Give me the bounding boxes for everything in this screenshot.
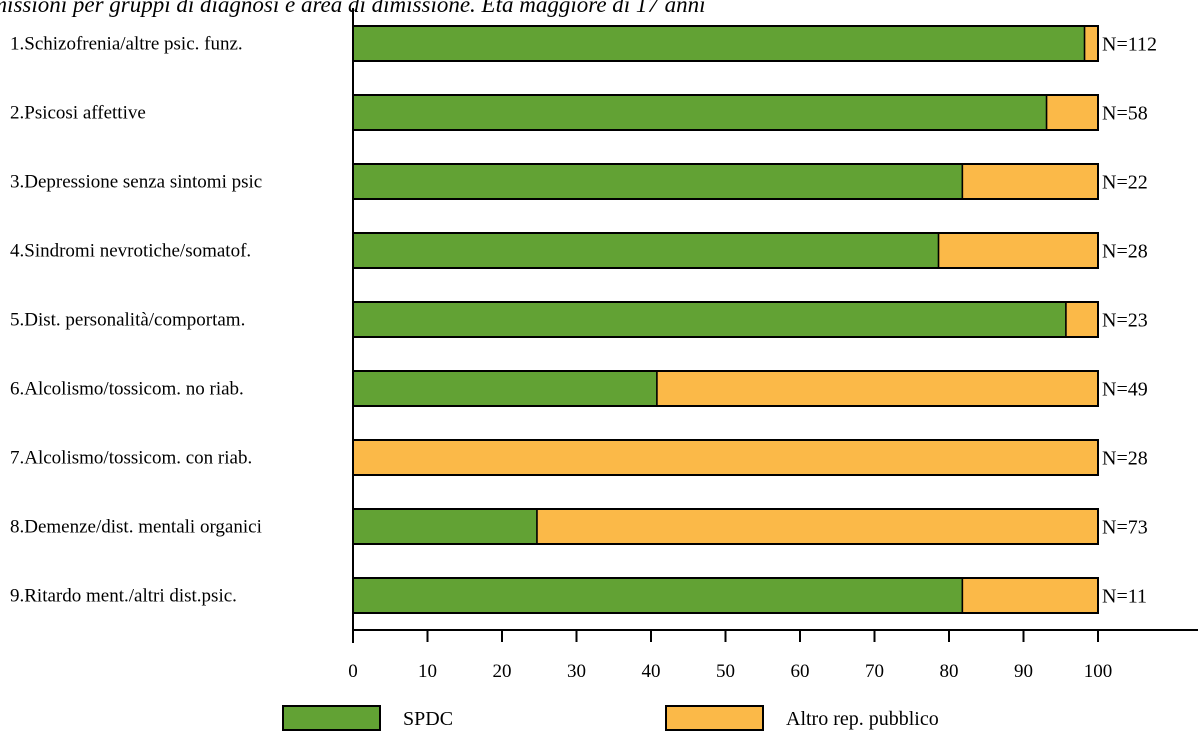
legend-swatch-altro [665,705,764,731]
bar-segment-spdc-8 [352,508,538,545]
category-label-7: 7.Alcolismo/tossicom. con riab. [10,448,252,469]
x-tick-label-7: 70 [865,661,884,682]
x-tick-label-5: 50 [716,661,735,682]
bar-segment-altro-2 [1045,94,1099,131]
n-label-9: N=11 [1102,586,1147,608]
x-tick-label-9: 90 [1014,661,1033,682]
bar-segment-spdc-9 [352,577,964,614]
bars-group [352,25,1099,614]
x-tick-label-6: 60 [791,661,810,682]
n-label-8: N=73 [1102,517,1148,539]
bar-segment-spdc-6 [352,370,658,407]
bar-segment-altro-8 [536,508,1099,545]
bar-segment-altro-5 [1065,301,1099,338]
bar-segment-altro-7 [352,439,1099,476]
bar-segment-spdc-3 [352,163,964,200]
n-labels: N=112 N=58 N=22 N=28 N=23 N=49 N=28 N=73 N=11 [1102,34,1157,608]
legend-swatch-spdc [282,705,381,731]
category-label-8: 8.Demenze/dist. mentali organici [10,517,262,538]
x-tick-label-1: 10 [418,661,437,682]
category-label-2: 2.Psicosi affettive [10,103,146,124]
category-labels: 1.Schizofrenia/altre psic. funz. 2.Psicos… [10,34,262,607]
bar-segment-altro-4 [937,232,1099,269]
x-tick-label-0: 0 [348,661,358,682]
x-tick-label-8: 80 [940,661,959,682]
n-label-6: N=49 [1102,379,1148,401]
category-label-1: 1.Schizofrenia/altre psic. funz. [10,34,243,55]
n-label-2: N=58 [1102,103,1148,125]
category-label-9: 9.Ritardo ment./altri dist.psic. [10,586,237,607]
bar-segment-altro-6 [656,370,1099,407]
n-label-7: N=28 [1102,448,1148,470]
n-label-1: N=112 [1102,34,1157,56]
bar-segment-altro-9 [961,577,1099,614]
bar-segment-spdc-2 [352,94,1048,131]
x-tick-label-10: 100 [1084,661,1113,682]
bar-segment-spdc-1 [352,25,1086,62]
bar-segment-spdc-4 [352,232,940,269]
n-label-3: N=22 [1102,172,1148,194]
category-label-4: 4.Sindromi nevrotiche/somatof. [10,241,251,262]
bar-segment-altro-1 [1083,25,1099,62]
n-label-4: N=28 [1102,241,1148,263]
category-label-5: 5.Dist. personalità/comportam. [10,310,245,331]
n-label-5: N=23 [1102,310,1148,332]
legend-label-spdc: SPDC [403,708,453,730]
category-label-3: 3.Depressione senza sintomi psic [10,172,262,193]
x-tick-label-2: 20 [493,661,512,682]
legend-label-altro: Altro rep. pubblico [786,708,939,730]
x-tick-label-4: 40 [642,661,661,682]
x-tick-label-3: 30 [567,661,586,682]
x-axis: 0 10 20 30 40 50 60 70 80 90 100 [348,8,1198,682]
legend: SPDC Altro rep. pubblico [282,705,939,731]
category-label-6: 6.Alcolismo/tossicom. no riab. [10,379,244,400]
bar-segment-spdc-5 [352,301,1067,338]
bar-segment-altro-3 [961,163,1099,200]
